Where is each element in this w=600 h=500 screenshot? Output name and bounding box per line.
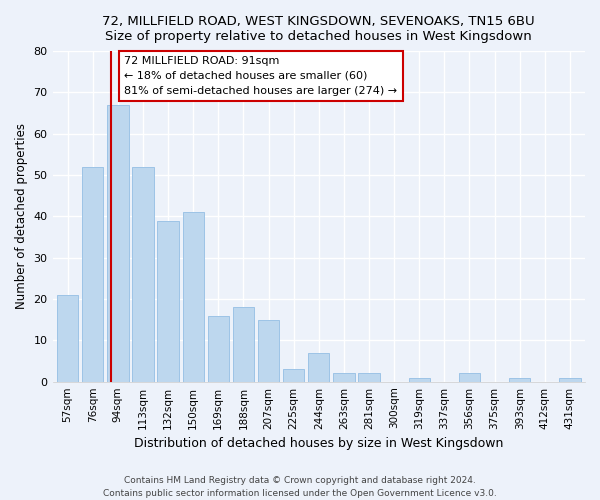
Bar <box>258 320 279 382</box>
Bar <box>509 378 530 382</box>
Bar <box>409 378 430 382</box>
Bar <box>132 167 154 382</box>
Bar <box>82 167 103 382</box>
Title: 72, MILLFIELD ROAD, WEST KINGSDOWN, SEVENOAKS, TN15 6BU
Size of property relativ: 72, MILLFIELD ROAD, WEST KINGSDOWN, SEVE… <box>103 15 535 43</box>
Bar <box>57 295 78 382</box>
Bar <box>283 370 304 382</box>
Bar <box>459 374 480 382</box>
Bar <box>358 374 380 382</box>
Y-axis label: Number of detached properties: Number of detached properties <box>15 124 28 310</box>
Bar <box>308 353 329 382</box>
Text: 72 MILLFIELD ROAD: 91sqm
← 18% of detached houses are smaller (60)
81% of semi-d: 72 MILLFIELD ROAD: 91sqm ← 18% of detach… <box>124 56 398 96</box>
Text: Contains HM Land Registry data © Crown copyright and database right 2024.
Contai: Contains HM Land Registry data © Crown c… <box>103 476 497 498</box>
Bar <box>157 220 179 382</box>
Bar <box>182 212 204 382</box>
Bar <box>233 308 254 382</box>
Bar <box>107 105 128 382</box>
Bar <box>559 378 581 382</box>
Bar <box>208 316 229 382</box>
X-axis label: Distribution of detached houses by size in West Kingsdown: Distribution of detached houses by size … <box>134 437 503 450</box>
Bar <box>333 374 355 382</box>
